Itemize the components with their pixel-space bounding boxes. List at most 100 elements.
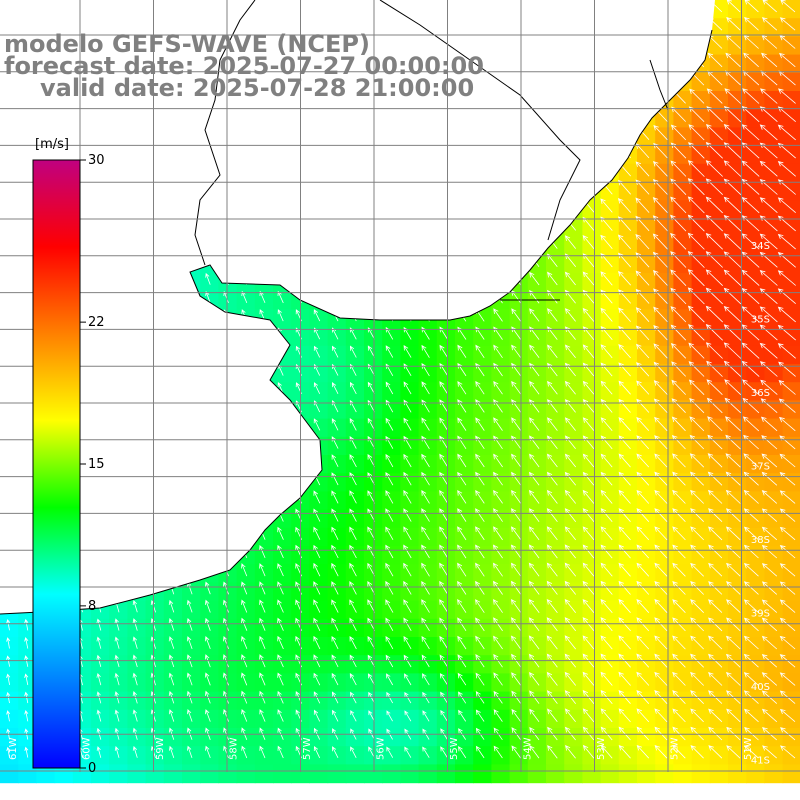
- wind-arrow: [779, 416, 796, 432]
- wind-speed-cell: [782, 746, 800, 765]
- wind-arrow: [187, 745, 193, 759]
- wind-speed-cell: [782, 764, 800, 784]
- country-border: [194, 0, 669, 301]
- wind-arrow: [493, 745, 503, 759]
- wind-arrow: [687, 232, 705, 250]
- wind-arrow: [492, 544, 503, 559]
- wind-arrow: [762, 745, 777, 759]
- wind-arrow: [705, 160, 723, 177]
- wind-arrow: [708, 599, 723, 613]
- wind-arrow: [724, 397, 741, 414]
- wind-arrow: [528, 489, 540, 504]
- wind-arrow: [653, 380, 668, 395]
- wind-arrow: [259, 581, 266, 595]
- wind-speed-cell: [782, 72, 800, 92]
- wind-arrow: [403, 471, 412, 486]
- colorbar-unit-label: [m/s]: [35, 137, 69, 152]
- wind-arrow: [689, 416, 705, 432]
- wind-arrow: [688, 379, 705, 395]
- wind-arrow: [741, 124, 760, 141]
- wind-arrow: [723, 105, 742, 123]
- wind-arrow: [705, 232, 723, 250]
- wind-arrow: [777, 288, 796, 305]
- wind-arrow: [743, 52, 759, 68]
- wind-arrow: [510, 635, 522, 650]
- wind-arrow: [277, 309, 284, 322]
- wind-arrow: [528, 508, 540, 522]
- wind-arrow: [600, 671, 613, 686]
- wind-arrow: [421, 617, 430, 632]
- wind-arrow: [652, 233, 668, 250]
- wind-speed-cell: [782, 127, 800, 147]
- wind-arrow: [777, 106, 796, 123]
- wind-arrow: [690, 544, 704, 559]
- wind-arrow: [688, 106, 705, 122]
- wind-arrow: [349, 418, 357, 431]
- wind-arrow: [546, 562, 558, 577]
- wind-arrow: [743, 563, 759, 577]
- wind-arrow: [475, 489, 485, 504]
- wind-speed-cell: [273, 764, 292, 784]
- wind-speed-cell: [782, 564, 800, 583]
- wind-arrow: [741, 160, 760, 177]
- wind-arrow: [744, 745, 759, 759]
- colorbar-ramp: [32, 159, 81, 769]
- wind-arrow: [546, 580, 558, 595]
- wind-arrow: [636, 726, 650, 741]
- wind-arrow: [600, 453, 613, 468]
- wind-arrow: [723, 196, 742, 214]
- wind-arrow: [761, 508, 778, 522]
- wind-arrow: [259, 635, 266, 650]
- wind-arrow: [529, 745, 540, 759]
- wind-arrow: [672, 471, 686, 486]
- wind-arrow: [96, 654, 102, 668]
- wind-speed-cell: [782, 728, 800, 747]
- wind-arrow: [457, 580, 467, 595]
- wind-arrow: [350, 381, 357, 395]
- wind-arrow: [582, 635, 595, 650]
- wind-arrow: [600, 234, 613, 250]
- wind-arrow: [528, 562, 540, 577]
- wind-arrow: [636, 343, 650, 359]
- wind-speed-cell: [54, 764, 74, 784]
- wind-arrow: [385, 617, 394, 631]
- wind-arrow: [403, 508, 412, 522]
- longitude-label: 58W: [229, 737, 240, 760]
- wind-arrow: [528, 635, 540, 650]
- wind-arrow: [511, 453, 522, 468]
- wind-arrow: [653, 361, 668, 377]
- wind-speed-cell: [673, 764, 693, 784]
- wind-arrow: [493, 380, 503, 395]
- wind-speed-cell: [0, 764, 19, 784]
- wind-arrow: [653, 306, 668, 323]
- wind-arrow: [528, 526, 540, 541]
- graticule-labels: 34S 35S 36S 37S 38S 39S 40S 41S 61W 60W 59W 58W 57W 5…: [8, 241, 770, 767]
- wind-arrow: [690, 635, 704, 650]
- wind-arrow: [564, 526, 577, 541]
- wind-arrow: [546, 671, 558, 686]
- wind-arrow: [690, 745, 704, 759]
- wind-speed-cell: [691, 764, 711, 784]
- wind-arrow: [726, 599, 741, 613]
- wind-arrow: [779, 490, 796, 504]
- wind-arrow: [529, 708, 540, 722]
- wind-arrow: [779, 508, 796, 522]
- latitude-label: 39S: [751, 609, 770, 620]
- latitude-label: 41S: [751, 756, 770, 767]
- wind-arrow: [779, 581, 796, 595]
- wind-arrow: [743, 581, 759, 595]
- wind-arrow: [440, 710, 448, 722]
- wind-speed-cell: [618, 764, 638, 784]
- wind-arrow: [421, 453, 430, 468]
- wind-arrow: [582, 599, 595, 613]
- wind-arrow: [670, 232, 687, 250]
- wind-arrow: [743, 471, 759, 486]
- wind-arrow: [277, 526, 284, 540]
- wind-arrow: [690, 508, 704, 522]
- wind-arrow: [670, 306, 687, 323]
- wind-arrow: [204, 635, 211, 650]
- wind-arrow: [132, 745, 138, 758]
- longitude-label: 61W: [8, 737, 19, 760]
- wind-arrow: [689, 471, 704, 486]
